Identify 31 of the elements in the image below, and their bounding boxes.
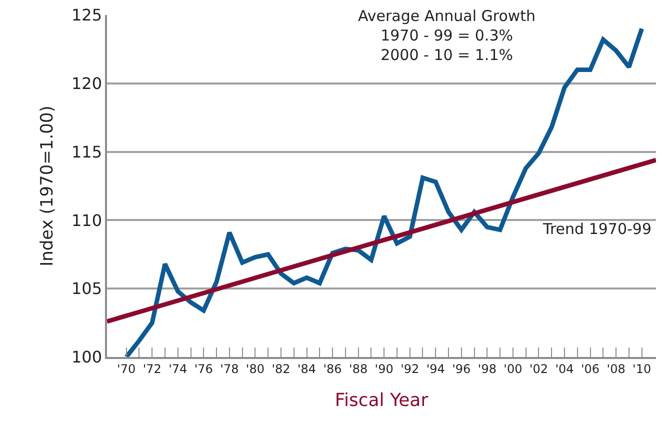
x-tick-label: '02 xyxy=(529,362,548,376)
x-tick-label: '84 xyxy=(297,362,316,376)
x-tick-label: '94 xyxy=(426,362,445,376)
annotation: Average Annual Growth 1970 - 99 = 0.3% 2000 - 10 = 1.1% xyxy=(358,7,536,64)
x-tick-label: '74 xyxy=(168,362,188,376)
x-tick-label: '08 xyxy=(606,362,626,376)
y-tick-label: 110 xyxy=(72,210,102,230)
y-tick-label: 105 xyxy=(72,279,102,298)
y-axis-title: Index (1970=1.00) xyxy=(38,106,58,266)
x-tick-label: '98 xyxy=(478,362,496,376)
x-tick-label: '92 xyxy=(400,362,420,376)
x-tick-label: '72 xyxy=(142,362,162,376)
x-tick-label: '10 xyxy=(632,362,652,376)
x-tick-label: '80 xyxy=(246,362,264,376)
x-tick-label: '06 xyxy=(580,362,600,376)
x-tick-label: '04 xyxy=(555,362,574,376)
x-axis-title: Fiscal Year xyxy=(334,390,429,411)
x-tick-label: '78 xyxy=(220,362,239,376)
series-label: Trend 1970-99 xyxy=(542,220,652,238)
x-tick-label: '70 xyxy=(117,362,136,376)
y-tick-label: 115 xyxy=(72,142,102,162)
x-tick-label: '00 xyxy=(504,362,522,376)
x-tick-label: '82 xyxy=(272,362,290,376)
x-tick-label: '96 xyxy=(452,362,471,376)
x-tick-label: '76 xyxy=(194,362,213,376)
x-tick-label: '90 xyxy=(374,362,394,376)
y-tick-label: 100 xyxy=(72,348,102,367)
y-tick-label: 120 xyxy=(72,74,102,93)
x-tick-label: '88 xyxy=(349,362,368,376)
y-tick-label: 125 xyxy=(72,6,102,25)
x-tick-label: '86 xyxy=(323,362,342,376)
